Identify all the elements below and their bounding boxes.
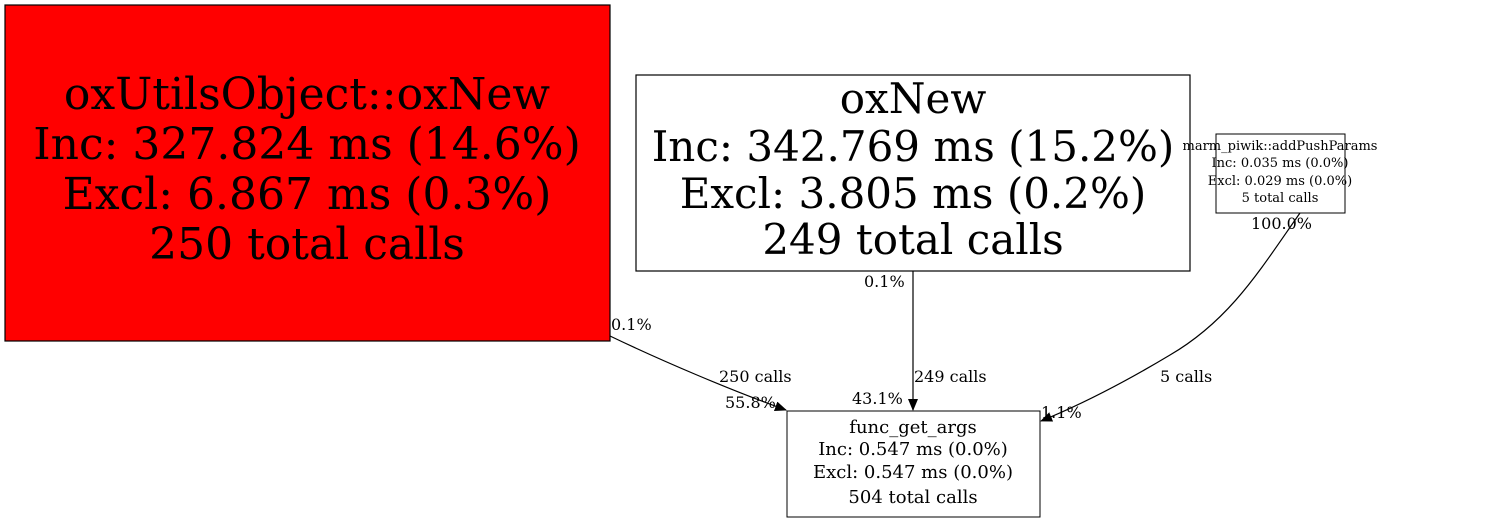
edge-tail-label: 100.0% [1251,214,1312,233]
edge-oxutils-to-funcgetargs: 0.1% 250 calls 55.8% [609,315,792,412]
node-excl: Excl: 0.547 ms (0.0%) [813,462,1013,483]
edge-calls-label: 5 calls [1160,367,1212,386]
node-excl: Excl: 3.805 ms (0.2%) [680,169,1147,218]
node-name: oxNew [840,74,987,123]
node-calls: 5 total calls [1242,191,1319,206]
edge-head-label: 43.1% [852,389,903,408]
node-box [4,4,611,342]
edge-calls-label: 250 calls [719,367,792,386]
node-calls: 249 total calls [762,215,1063,264]
node-name: oxUtilsObject::oxNew [64,69,551,120]
edge-tail-label: 0.1% [864,272,905,291]
node-inc: Inc: 0.547 ms (0.0%) [818,439,1008,460]
node-name: func_get_args [849,417,976,438]
edge-calls-label: 249 calls [914,367,987,386]
node-oxnew[interactable]: oxNew Inc: 342.769 ms (15.2%) Excl: 3.80… [635,74,1191,272]
edge-tail-label: 0.1% [611,315,652,334]
node-calls: 250 total calls [149,219,465,270]
node-marm-piwik-addpushparams[interactable]: marm_piwik::addPushParams Inc: 0.035 ms … [1183,133,1378,214]
edge-head-label: 55.8% [725,393,776,412]
edge-line [609,335,787,412]
node-inc: Inc: 327.824 ms (14.6%) [33,119,581,170]
edge-piwik-to-funcgetargs: 100.0% 5 calls 1.1% [1040,212,1312,422]
node-func-get-args[interactable]: func_get_args Inc: 0.547 ms (0.0%) Excl:… [786,410,1041,518]
node-box [635,74,1191,272]
node-excl: Excl: 6.867 ms (0.3%) [63,169,552,220]
node-inc: Inc: 342.769 ms (15.2%) [652,122,1175,171]
edge-oxnew-to-funcgetargs: 0.1% 249 calls 43.1% [852,271,987,411]
node-calls: 504 total calls [848,487,977,508]
node-box [1215,133,1346,214]
node-excl: Excl: 0.029 ms (0.0%) [1208,174,1352,189]
edge-head-label: 1.1% [1041,403,1082,422]
node-box [786,410,1041,518]
edge-line [1040,212,1301,422]
node-name: marm_piwik::addPushParams [1183,139,1378,154]
node-inc: Inc: 0.035 ms (0.0%) [1212,156,1349,171]
node-oxutilsobject-oxnew[interactable]: oxUtilsObject::oxNew Inc: 327.824 ms (14… [4,4,611,342]
